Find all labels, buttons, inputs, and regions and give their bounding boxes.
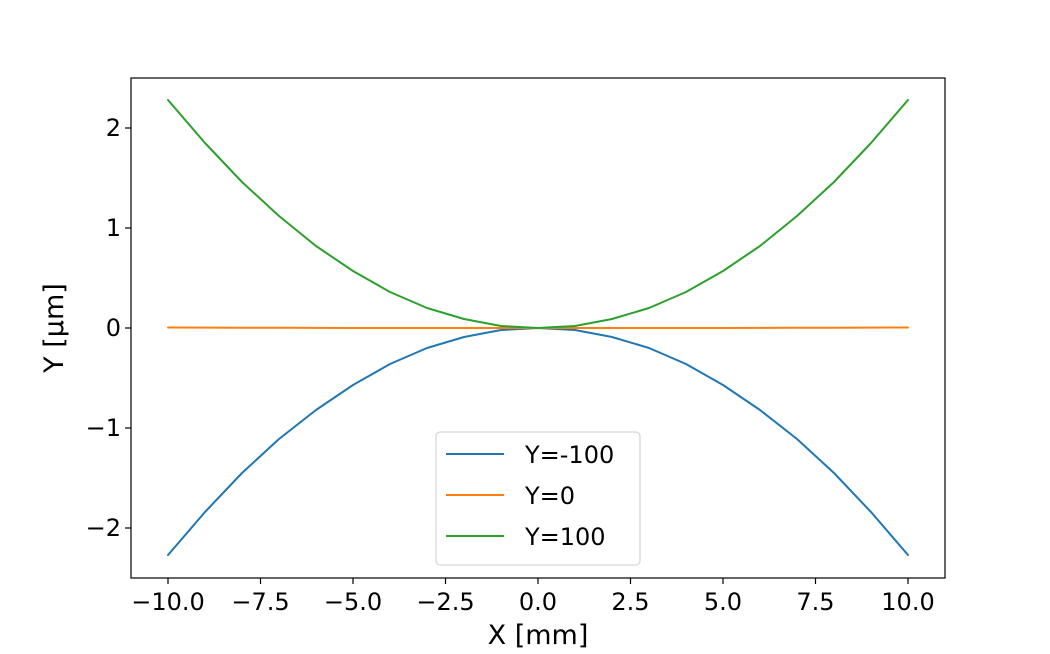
x-tick-label: −10.0 xyxy=(131,588,205,616)
x-tick-label: 7.5 xyxy=(796,588,834,616)
y-tick-label: 1 xyxy=(106,214,121,242)
x-tick-label: 0.0 xyxy=(519,588,557,616)
x-tick-label: 10.0 xyxy=(881,588,934,616)
x-tick-label: −7.5 xyxy=(231,588,289,616)
legend: Y=-100 Y=0 Y=100 xyxy=(435,431,641,566)
y-tick-label: −2 xyxy=(86,514,121,542)
legend-box xyxy=(435,431,641,566)
x-tick-label: −2.5 xyxy=(416,588,474,616)
y-tick-label: 2 xyxy=(106,114,121,142)
x-tick-label: −5.0 xyxy=(324,588,382,616)
x-tick-label: 5.0 xyxy=(704,588,742,616)
series-layer xyxy=(167,99,909,556)
series-line-2 xyxy=(167,99,909,329)
y-axis-label: Y [µm] xyxy=(39,283,70,374)
legend-label: Y=100 xyxy=(524,523,606,551)
y-tick-label: −1 xyxy=(86,414,121,442)
ticks-layer: −10.0 −7.5 −5.0 −2.5 0.0 2.5 5.0 7.5 10.0 −2 −1 0 1 2 xyxy=(86,114,935,616)
y-tick-label: 0 xyxy=(106,314,121,342)
legend-label: Y=0 xyxy=(524,482,575,510)
x-tick-label: 2.5 xyxy=(611,588,649,616)
x-axis-label: X [mm] xyxy=(488,620,589,650)
legend-label: Y=-100 xyxy=(524,441,614,469)
